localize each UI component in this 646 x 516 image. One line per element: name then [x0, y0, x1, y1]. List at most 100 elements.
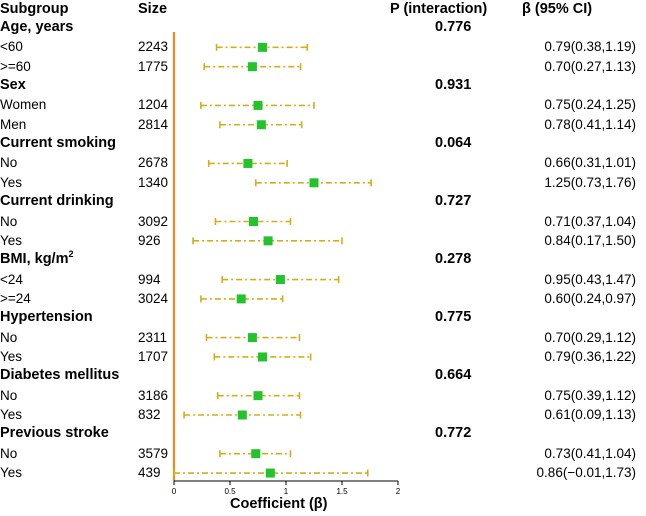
subgroup-label: >=24: [0, 290, 31, 306]
p-interaction-value: 0.664: [435, 367, 472, 384]
subgroup-label: <60: [0, 39, 23, 55]
header-p-interaction: P (interaction): [390, 1, 488, 17]
subgroup-label: No: [0, 329, 18, 345]
beta-ci-text: 0.79(0.38,1.19): [544, 39, 636, 55]
subgroup-label: No: [0, 387, 18, 403]
p-interaction-value: 0.278: [435, 251, 472, 268]
point-estimate: [253, 391, 263, 401]
group-row: Current smoking 0.064: [0, 134, 646, 153]
p-interaction-value: 0.776: [435, 19, 472, 35]
x-tick-label: 0.5: [224, 487, 236, 496]
sample-size: 926: [138, 232, 161, 248]
group-label: BMI, kg/m2: [0, 249, 74, 268]
sample-size: 1775: [138, 58, 169, 74]
beta-ci-text: 0.71(0.37,1.04): [544, 213, 636, 229]
subgroup-row: >=24 3024 0.60(0.24,0.97): [0, 289, 646, 308]
subgroup-label: No: [0, 445, 18, 461]
group-row: Current drinking 0.727: [0, 192, 646, 211]
point-estimate: [257, 352, 267, 362]
p-interaction-value: 0.064: [435, 135, 472, 152]
x-tick-label: 1.5: [336, 487, 348, 496]
point-estimate: [309, 178, 319, 188]
p-interaction-value: 0.772: [435, 425, 472, 442]
point-estimate: [265, 468, 275, 478]
beta-ci-text: 0.73(0.41,1.04): [544, 445, 636, 461]
subgroup-label: Yes: [0, 174, 23, 190]
group-row: BMI, kg/m2 0.278: [0, 250, 646, 269]
subgroup-label: Women: [0, 97, 47, 113]
beta-ci-text: 0.79(0.36,1.22): [544, 348, 636, 364]
sample-size: 3186: [138, 387, 169, 403]
subgroup-row: Yes 1340 1.25(0.73,1.76): [0, 173, 646, 192]
group-label: Sex: [0, 77, 26, 94]
subgroup-row: No 3186 0.75(0.39,1.12): [0, 386, 646, 405]
beta-ci-text: 1.25(0.73,1.76): [544, 174, 636, 190]
subgroup-row: Yes 439 0.86(−0.01,1.73): [0, 463, 646, 482]
sample-size: 3579: [138, 445, 169, 461]
subgroup-row: Yes 1707 0.79(0.36,1.22): [0, 347, 646, 366]
subgroup-row: Women 1204 0.75(0.24,1.25): [0, 95, 646, 114]
group-row: Previous stroke 0.772: [0, 424, 646, 443]
group-row: Diabetes mellitus 0.664: [0, 366, 646, 385]
group-label: Diabetes mellitus: [0, 367, 120, 384]
sample-size: 2814: [138, 116, 169, 132]
point-estimate: [237, 410, 247, 420]
sample-size: 1707: [138, 348, 169, 364]
x-tick-label: 0: [172, 487, 177, 496]
point-estimate: [256, 120, 266, 130]
point-estimate: [257, 42, 267, 52]
group-label: Age, years: [0, 19, 74, 35]
beta-ci-text: 0.66(0.31,1.01): [544, 155, 636, 171]
group-label: Previous stroke: [0, 425, 109, 442]
header-size: Size: [138, 1, 168, 17]
sample-size: 994: [138, 271, 161, 287]
sample-size: 1340: [138, 174, 169, 190]
point-estimate: [253, 100, 263, 110]
point-estimate: [249, 217, 259, 226]
p-interaction-value: 0.727: [435, 193, 472, 210]
sample-size: 2243: [138, 39, 169, 55]
subgroup-label: Yes: [0, 232, 23, 248]
point-estimate: [236, 294, 246, 304]
beta-ci-text: 0.95(0.43,1.47): [544, 271, 636, 287]
sample-size: 2678: [138, 155, 169, 171]
point-estimate: [251, 449, 261, 459]
subgroup-label: Yes: [0, 348, 23, 364]
x-tick-label: 2: [396, 487, 401, 496]
point-estimate: [263, 236, 273, 246]
subgroup-row: No 3579 0.73(0.41,1.04): [0, 444, 646, 463]
header-beta-ci: β (95% CI): [522, 1, 593, 17]
subgroup-row: Yes 926 0.84(0.17,1.50): [0, 231, 646, 250]
group-row: Age, years 0.776: [0, 18, 646, 37]
subgroup-row: No 2678 0.66(0.31,1.01): [0, 153, 646, 172]
group-row: Hypertension 0.775: [0, 308, 646, 327]
subgroup-label: No: [0, 213, 18, 229]
subgroup-label: Men: [0, 116, 27, 132]
subgroup-row: Men 2814 0.78(0.41,1.14): [0, 115, 646, 134]
beta-ci-text: 0.60(0.24,0.97): [544, 290, 636, 306]
subgroup-row: <24 994 0.95(0.43,1.47): [0, 270, 646, 289]
x-axis-title: Coefficient (β): [230, 496, 328, 512]
beta-ci-text: 0.78(0.41,1.14): [544, 116, 636, 132]
point-estimate: [247, 62, 257, 72]
group-label: Current drinking: [0, 193, 114, 210]
point-estimate: [243, 158, 253, 168]
point-estimate: [247, 333, 257, 343]
subgroup-row: No 3092 0.71(0.37,1.04): [0, 212, 646, 231]
sample-size: 3092: [138, 213, 169, 229]
header-subgroup: Subgroup: [0, 1, 69, 17]
subgroup-row: No 2311 0.70(0.29,1.12): [0, 328, 646, 347]
beta-ci-text: 0.75(0.39,1.12): [544, 387, 636, 403]
subgroup-label: >=60: [0, 58, 31, 74]
beta-ci-text: 0.70(0.27,1.13): [544, 58, 636, 74]
sample-size: 3024: [138, 290, 169, 306]
beta-ci-text: 0.70(0.29,1.12): [544, 329, 636, 345]
beta-ci-text: 0.75(0.24,1.25): [544, 97, 636, 113]
beta-ci-text: 0.61(0.09,1.13): [544, 407, 636, 422]
group-label: Current smoking: [0, 135, 117, 152]
subgroup-row: <60 2243 0.79(0.38,1.19): [0, 37, 646, 56]
group-label: Hypertension: [0, 309, 93, 326]
x-tick-label: 1: [284, 487, 289, 496]
point-estimate: [275, 275, 285, 285]
subgroup-row: Yes 832 0.61(0.09,1.13): [0, 405, 646, 424]
